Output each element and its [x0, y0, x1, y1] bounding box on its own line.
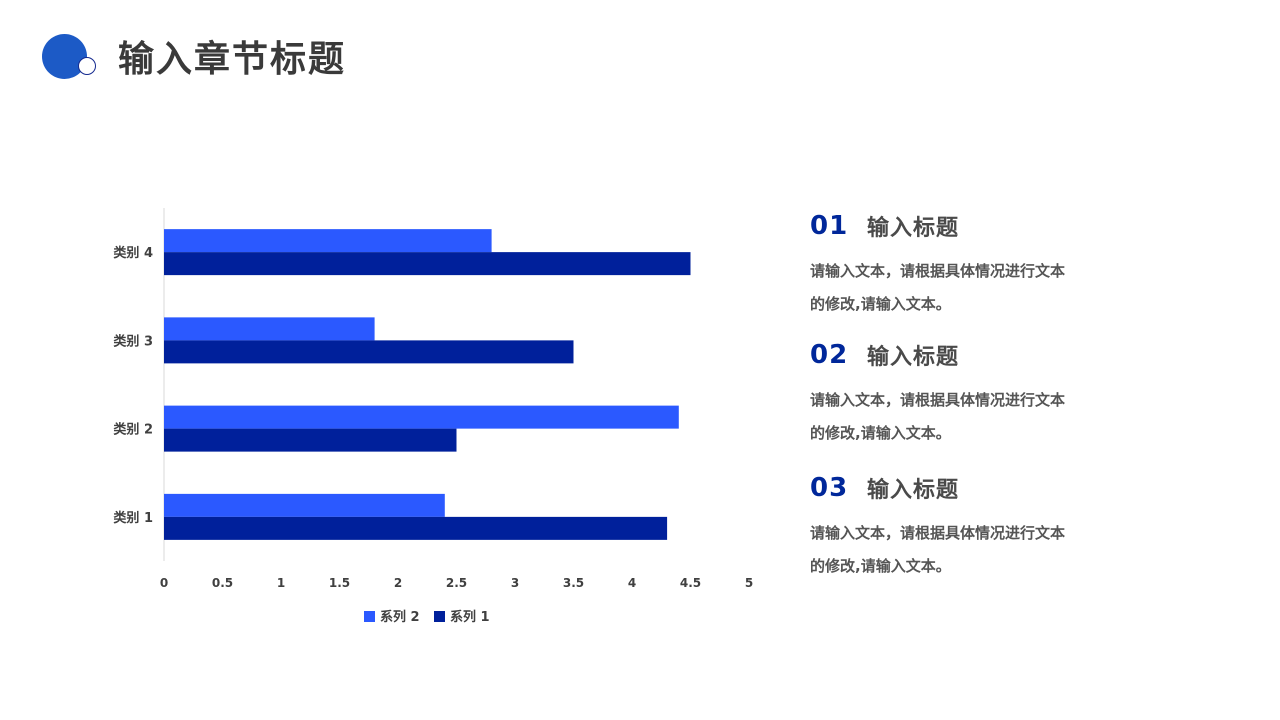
- legend-label: 系列 1: [450, 609, 490, 625]
- item-number: 02: [810, 340, 849, 370]
- x-tick-label: 2.5: [446, 576, 467, 590]
- item-body: 请输入文本，请根据具体情况进行文本的修改,请输入文本。: [810, 391, 1066, 442]
- x-tick-label: 5: [745, 576, 753, 590]
- x-tick-label: 4: [628, 576, 636, 590]
- item-number: 01: [810, 211, 849, 241]
- x-tick-label: 1.5: [329, 576, 350, 590]
- category-label: 类别 2: [113, 422, 153, 438]
- x-tick-label: 3: [511, 576, 519, 590]
- x-tick-label: 4.5: [680, 576, 701, 590]
- bar-chart: 类别 1 类别 2 类别 3 类别 4 0 0.5 1 1.5 2 2.5 3 3.5 4 4.5 5 系列 …: [113, 208, 753, 625]
- decor-circle-small: [78, 57, 96, 75]
- x-tick-label: 3.5: [563, 576, 584, 590]
- bar: [164, 229, 492, 253]
- bar: [164, 516, 668, 540]
- info-item-3: 03 输入标题 请输入文本，请根据具体情况进行文本的修改,请输入文本。: [810, 473, 1100, 583]
- bar: [164, 340, 574, 364]
- page-title: 输入章节标题: [118, 39, 347, 80]
- item-number: 03: [810, 473, 849, 503]
- x-tick-label: 1: [277, 576, 285, 590]
- x-tick-label: 0.5: [212, 576, 233, 590]
- item-title: 输入标题: [867, 345, 960, 370]
- item-title: 输入标题: [867, 216, 960, 241]
- info-item-1: 01 输入标题 请输入文本，请根据具体情况进行文本的修改,请输入文本。: [810, 211, 1100, 321]
- category-label: 类别 3: [113, 333, 153, 349]
- bar: [164, 428, 457, 452]
- x-tick-label: 0: [160, 576, 168, 590]
- item-title: 输入标题: [867, 478, 960, 503]
- legend-label: 系列 2: [380, 609, 420, 625]
- bar: [164, 252, 691, 276]
- item-body: 请输入文本，请根据具体情况进行文本的修改,请输入文本。: [810, 524, 1066, 575]
- category-label: 类别 4: [113, 245, 153, 261]
- legend-swatch: [434, 611, 445, 622]
- info-item-2: 02 输入标题 请输入文本，请根据具体情况进行文本的修改,请输入文本。: [810, 340, 1100, 450]
- bar: [164, 317, 375, 341]
- x-tick-label: 2: [394, 576, 402, 590]
- bar: [164, 493, 445, 517]
- legend-swatch: [364, 611, 375, 622]
- category-label: 类别 1: [113, 510, 153, 526]
- item-body: 请输入文本，请根据具体情况进行文本的修改,请输入文本。: [810, 262, 1066, 313]
- bar: [164, 405, 679, 429]
